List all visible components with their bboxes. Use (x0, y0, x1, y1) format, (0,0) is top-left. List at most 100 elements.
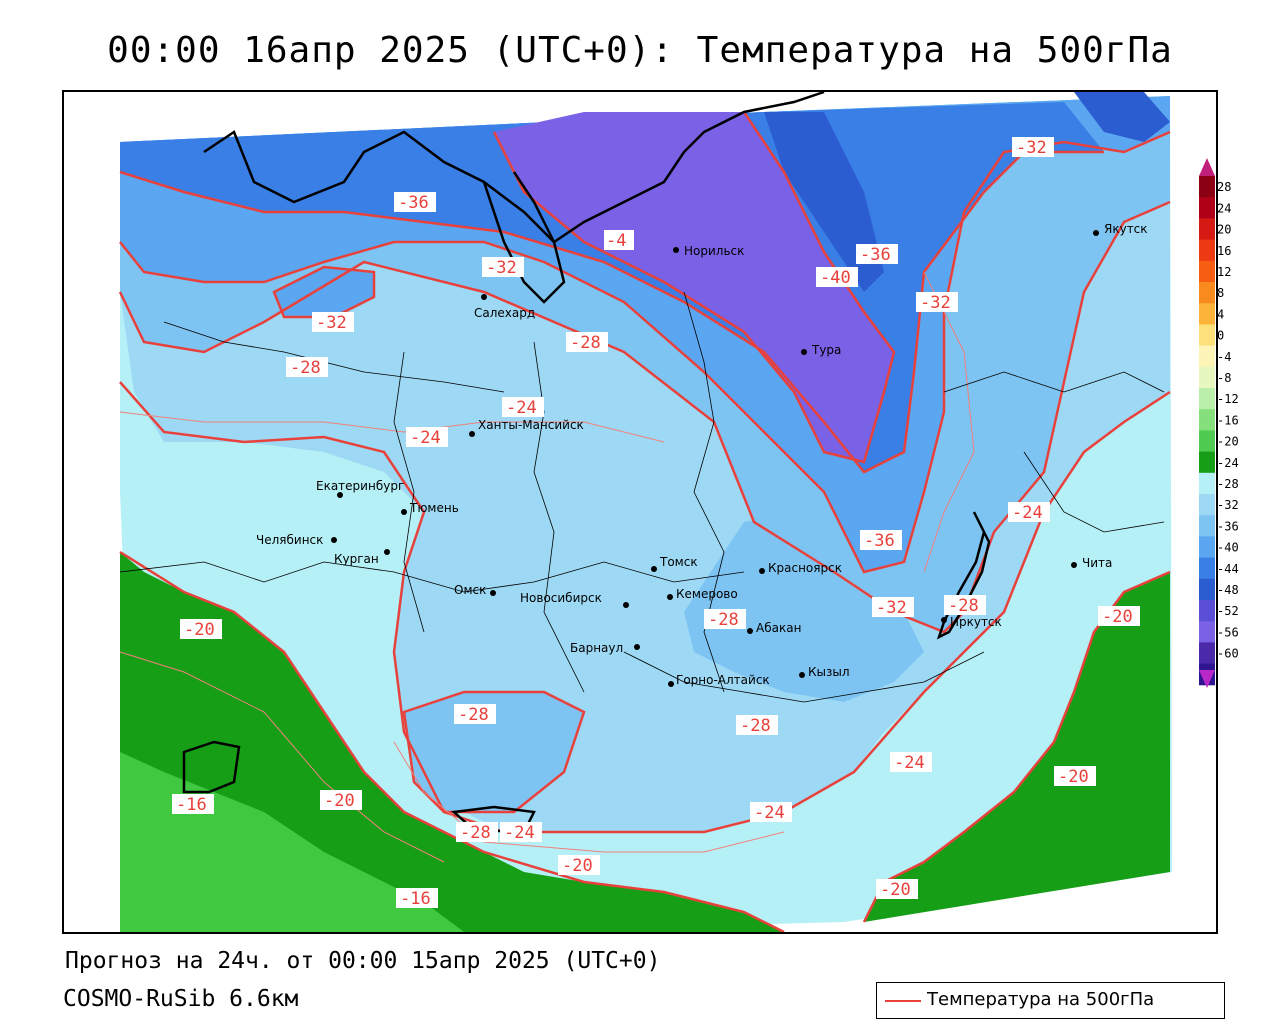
coastline-yamal (482, 171, 566, 304)
colorbar-tick-label: -12 (1217, 392, 1239, 406)
isotherm-label: -32 (1012, 137, 1054, 158)
colorbar-tick-label: -52 (1217, 604, 1239, 618)
colorbar-tick-label: -60 (1217, 647, 1239, 661)
isotherm-label: -20 (558, 855, 600, 876)
city-label-salekhard: Салехард (474, 306, 535, 320)
colorbar-swatch (1199, 494, 1215, 516)
city-dot-icon (759, 568, 765, 574)
svg-text:-32: -32 (486, 258, 517, 278)
svg-text:-24: -24 (410, 428, 441, 448)
city-label-kurgan: Курган (334, 552, 379, 566)
legend-box: Температура на 500гПа (876, 982, 1225, 1019)
border-line-4 (683, 291, 725, 693)
city-label-chita: Чита (1082, 556, 1112, 570)
colorbar-swatch (1199, 409, 1215, 431)
colorbar-tick-label: 28 (1217, 180, 1231, 194)
city-label-yekaterinburg: Екатеринбург (316, 479, 404, 493)
city-dot-icon (384, 549, 390, 555)
city-dot-icon (941, 617, 947, 623)
colorbar-swatch (1199, 324, 1215, 347)
colorbar-tick-label: -8 (1217, 371, 1231, 385)
coastline-caspian-area (182, 740, 241, 794)
isotherm-label: -28 (454, 704, 496, 725)
colorbar-tick-label: -40 (1217, 541, 1239, 555)
city-dot-icon (801, 349, 807, 355)
colorbar-swatch (1199, 472, 1215, 495)
city-dot-icon (634, 644, 640, 650)
city-label-novosibirsk: Новосибирск (520, 591, 602, 605)
city-abakan: Абакан (747, 621, 801, 635)
isotherm-label: -20 (180, 619, 222, 640)
colorbar-swatch (1199, 345, 1215, 368)
isotherm-label: -24 (502, 397, 544, 418)
city-dot-icon (490, 590, 496, 596)
isotherm-minus40-line (492, 111, 896, 464)
region-borders (119, 291, 1165, 703)
zone-minus28-east (684, 512, 924, 702)
isotherm-label: -20 (320, 790, 362, 811)
isotherm-label: -24 (890, 752, 932, 773)
map-title: 00:00 16апр 2025 (UTC+0): Температура на… (107, 30, 1173, 71)
city-label-yakutsk: Якутск (1104, 222, 1148, 236)
svg-text:-28: -28 (948, 596, 979, 616)
city-yakutsk: Якутск (1093, 222, 1148, 236)
isotherm-label: -28 (944, 595, 986, 616)
colorbar-swatch (1199, 260, 1215, 283)
svg-text:-20: -20 (562, 856, 593, 876)
model-name: COSMO-RuSib 6.6км (63, 986, 299, 1012)
isotherm-label: -28 (736, 715, 778, 736)
svg-text:-16: -16 (176, 795, 207, 815)
city-label-omsk: Омск (454, 583, 486, 597)
isotherm-minus32-blob-line (272, 265, 376, 319)
colorbar-tick-label: 24 (1217, 201, 1231, 215)
isotherm-minus32-line (119, 130, 1171, 574)
svg-text:-24: -24 (506, 398, 537, 418)
forecast-info: Прогноз на 24ч. от 00:00 15апр 2025 (UTC… (65, 948, 661, 974)
svg-text:-32: -32 (876, 598, 907, 618)
city-salekhard: Салехард (474, 294, 535, 320)
colorbar-swatches (1199, 176, 1215, 686)
colorbar-swatch (1199, 388, 1215, 410)
colorbar-swatch (1199, 600, 1215, 622)
isotherm-thin-line-4 (923, 271, 975, 573)
colorbar-tick-label: -36 (1217, 519, 1239, 533)
isotherm-label: -16 (172, 794, 214, 815)
isotherm-label: -28 (456, 822, 498, 843)
city-label-norilsk: Норильск (684, 244, 744, 258)
coastline-baikal (936, 511, 991, 640)
colorbar-swatch (1199, 303, 1215, 325)
city-dot-icon (469, 431, 475, 437)
colorbar-down-arrow-icon (1199, 670, 1215, 688)
city-label-khanty-mansiysk: Ханты-Мансийск (478, 418, 584, 432)
isotherm-label: -36 (860, 530, 902, 551)
isotherm-label: -40 (816, 267, 858, 288)
city-dot-icon (481, 294, 487, 300)
colorbar-tick-label: 16 (1217, 244, 1231, 258)
colorbar: 28 24 20 16 12 8 4 0 -4 -8 -12 -16 -20 -24 -28 -32 -36 -4… (1199, 158, 1239, 688)
colorbar-tick-label: -32 (1217, 498, 1239, 512)
city-dot-icon (1093, 230, 1099, 236)
colorbar-tick-label: 0 (1217, 329, 1224, 343)
isotherm-label: -28 (566, 332, 608, 353)
isotherm-minus36-line (119, 150, 1104, 474)
svg-text:-36: -36 (860, 245, 891, 265)
isotherm-thin-line-3 (119, 651, 445, 863)
city-dot-icon (799, 672, 805, 678)
isotherm-labels: -32 -36 -4 -32 -32 -28 -28 -24 -24 -36 -… (172, 137, 1140, 909)
city-dot-icon (623, 602, 629, 608)
isotherm-label: -24 (406, 427, 448, 448)
isotherm-thin-line-1 (119, 411, 665, 443)
city-dot-icon (1071, 562, 1077, 568)
city-label-kyzyl: Кызыл (808, 665, 850, 679)
svg-text:-20: -20 (1058, 767, 1089, 787)
isotherm-thin-line-2 (393, 741, 785, 853)
city-yekaterinburg: Екатеринбург (316, 479, 404, 498)
border-line-2 (393, 351, 425, 633)
colorbar-up-arrow-icon (1199, 158, 1215, 176)
city-markers: Норильск Якутск Салехард Тура Ханты-Манс… (256, 222, 1148, 687)
zone-minus40 (494, 112, 894, 462)
isotherm-label: -28 (704, 609, 746, 630)
city-norilsk: Норильск (673, 244, 744, 258)
colorbar-tick-label: -28 (1217, 477, 1239, 491)
isotherm-label: -16 (396, 888, 438, 909)
